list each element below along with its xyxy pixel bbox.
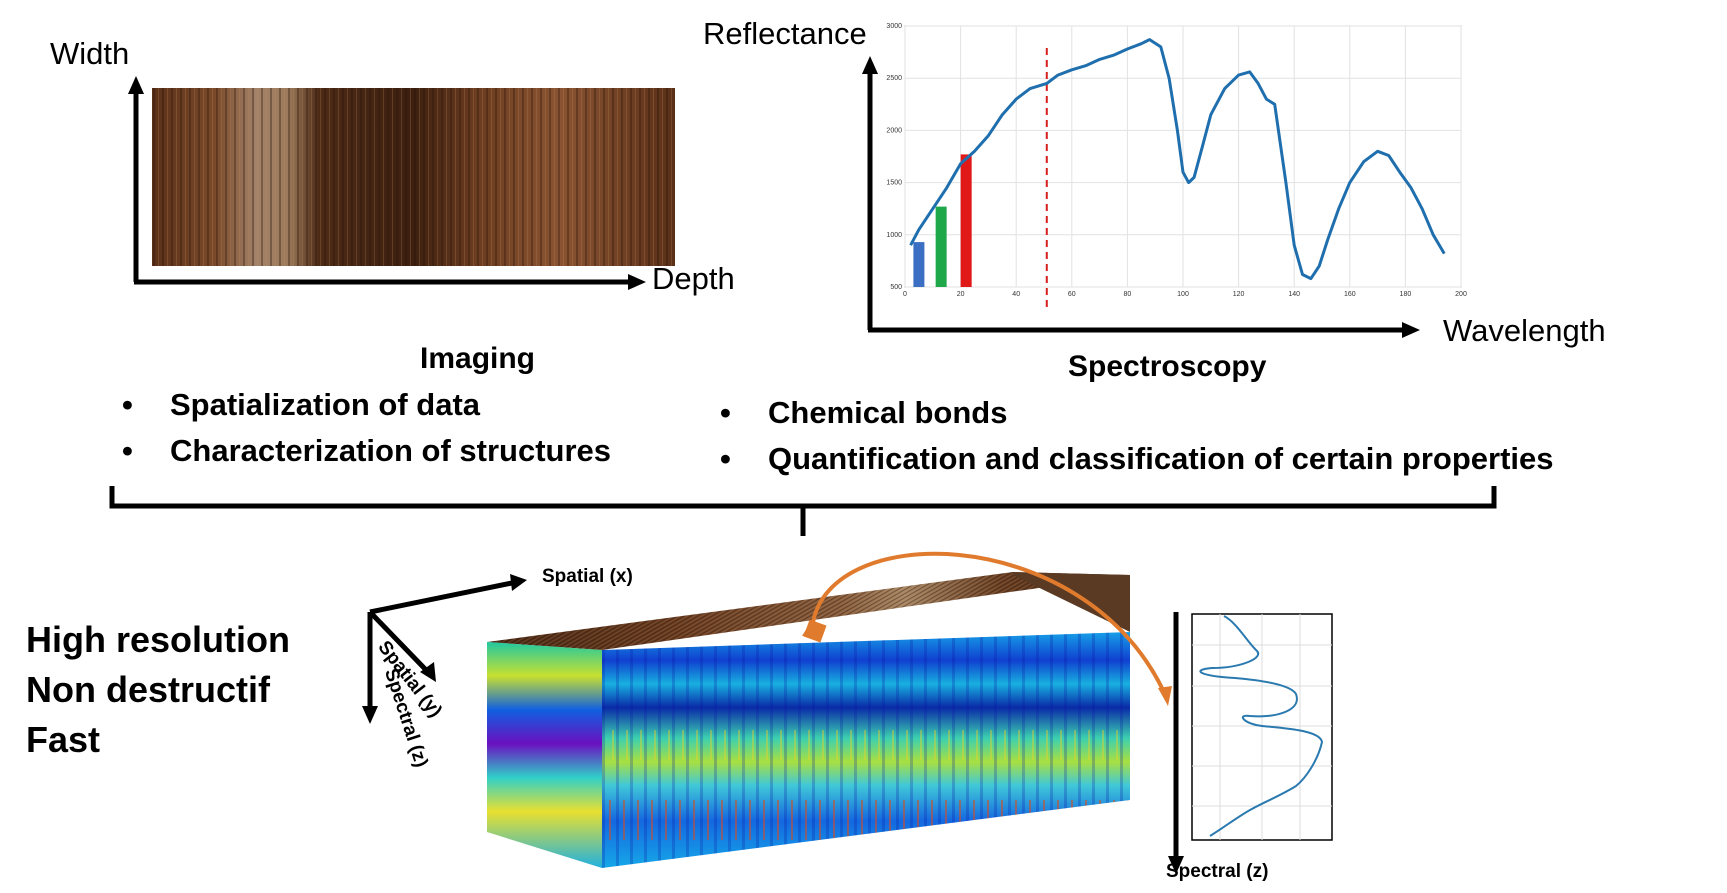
spectroscopy-bullet-item: • Quantification and classification of ce…	[720, 436, 1554, 482]
property-item: Fast	[26, 719, 101, 760]
reflectance-chart: 0 20 40 60 80 100 120 140 160 180 200 500 1000 1500 20…	[886, 23, 1467, 312]
bullet-dot: •	[720, 441, 731, 476]
bullet-dot: •	[122, 433, 133, 468]
spectroscopy-axes	[862, 56, 1420, 338]
x-tick-label: 160	[1344, 291, 1356, 298]
x-tick-label: 80	[1124, 291, 1132, 298]
reflectance-bar	[935, 206, 947, 287]
x-tick-label: 120	[1233, 291, 1245, 298]
property-item: Non destructif	[26, 669, 271, 710]
imaging-bullet-item: • Spatialization of data	[122, 382, 611, 428]
x-tick-label: 180	[1400, 291, 1412, 298]
reflectance-line	[909, 38, 1446, 281]
y-tick-label: 2500	[886, 75, 902, 82]
side-spectrum-curve	[1199, 615, 1324, 837]
reflectance-bar	[960, 154, 972, 287]
properties-list: High resolution Non destructif Fast	[26, 615, 290, 765]
bullet-dot: •	[720, 395, 731, 430]
spectroscopy-bullet-text: Quantification and classification of cer…	[768, 441, 1554, 476]
cube-side-face	[487, 642, 602, 868]
spectroscopy-bullet-text: Chemical bonds	[768, 395, 1008, 430]
property-item: High resolution	[26, 619, 290, 660]
wavelength-axis-label: Wavelength	[1443, 313, 1606, 348]
imaging-bullet-text: Spatialization of data	[170, 387, 481, 422]
imaging-heading: Imaging	[420, 342, 536, 375]
x-tick-label: 20	[957, 291, 965, 298]
y-tick-label: 1000	[886, 232, 902, 239]
imaging-bullet-text: Characterization of structures	[170, 433, 611, 468]
reflectance-axis-label: Reflectance	[703, 16, 867, 51]
spectroscopy-heading: Spectroscopy	[1068, 350, 1267, 383]
combining-brace	[109, 486, 1497, 536]
spectroscopy-bullet-item: • Chemical bonds	[720, 390, 1554, 436]
y-tick-label: 500	[890, 284, 902, 291]
imaging-bullet-item: • Characterization of structures	[122, 428, 611, 474]
side-spectral-z-label: Spectral (z)	[1166, 861, 1269, 882]
imaging-axes	[128, 76, 675, 290]
spatial-x-label: Spatial (x)	[542, 566, 633, 587]
y-tick-label: 2000	[886, 127, 902, 134]
x-tick-label: 60	[1068, 291, 1076, 298]
spectroscopy-bullet-list: • Chemical bonds • Quantification and clas…	[720, 390, 1554, 482]
reflectance-bar	[913, 242, 925, 287]
x-tick-label: 40	[1012, 291, 1020, 298]
imaging-bullet-list: • Spatialization of data • Characterizatio…	[122, 382, 611, 474]
bullet-dot: •	[122, 387, 133, 422]
imaging-x-axis-label: Depth	[652, 261, 735, 296]
x-tick-label: 100	[1177, 291, 1189, 298]
imaging-y-axis-label: Width	[50, 36, 130, 71]
x-tick-label: 0	[903, 291, 907, 298]
y-tick-label: 3000	[886, 23, 902, 30]
x-tick-label: 140	[1288, 291, 1300, 298]
x-tick-label: 200	[1455, 291, 1467, 298]
y-tick-label: 1500	[886, 180, 902, 187]
